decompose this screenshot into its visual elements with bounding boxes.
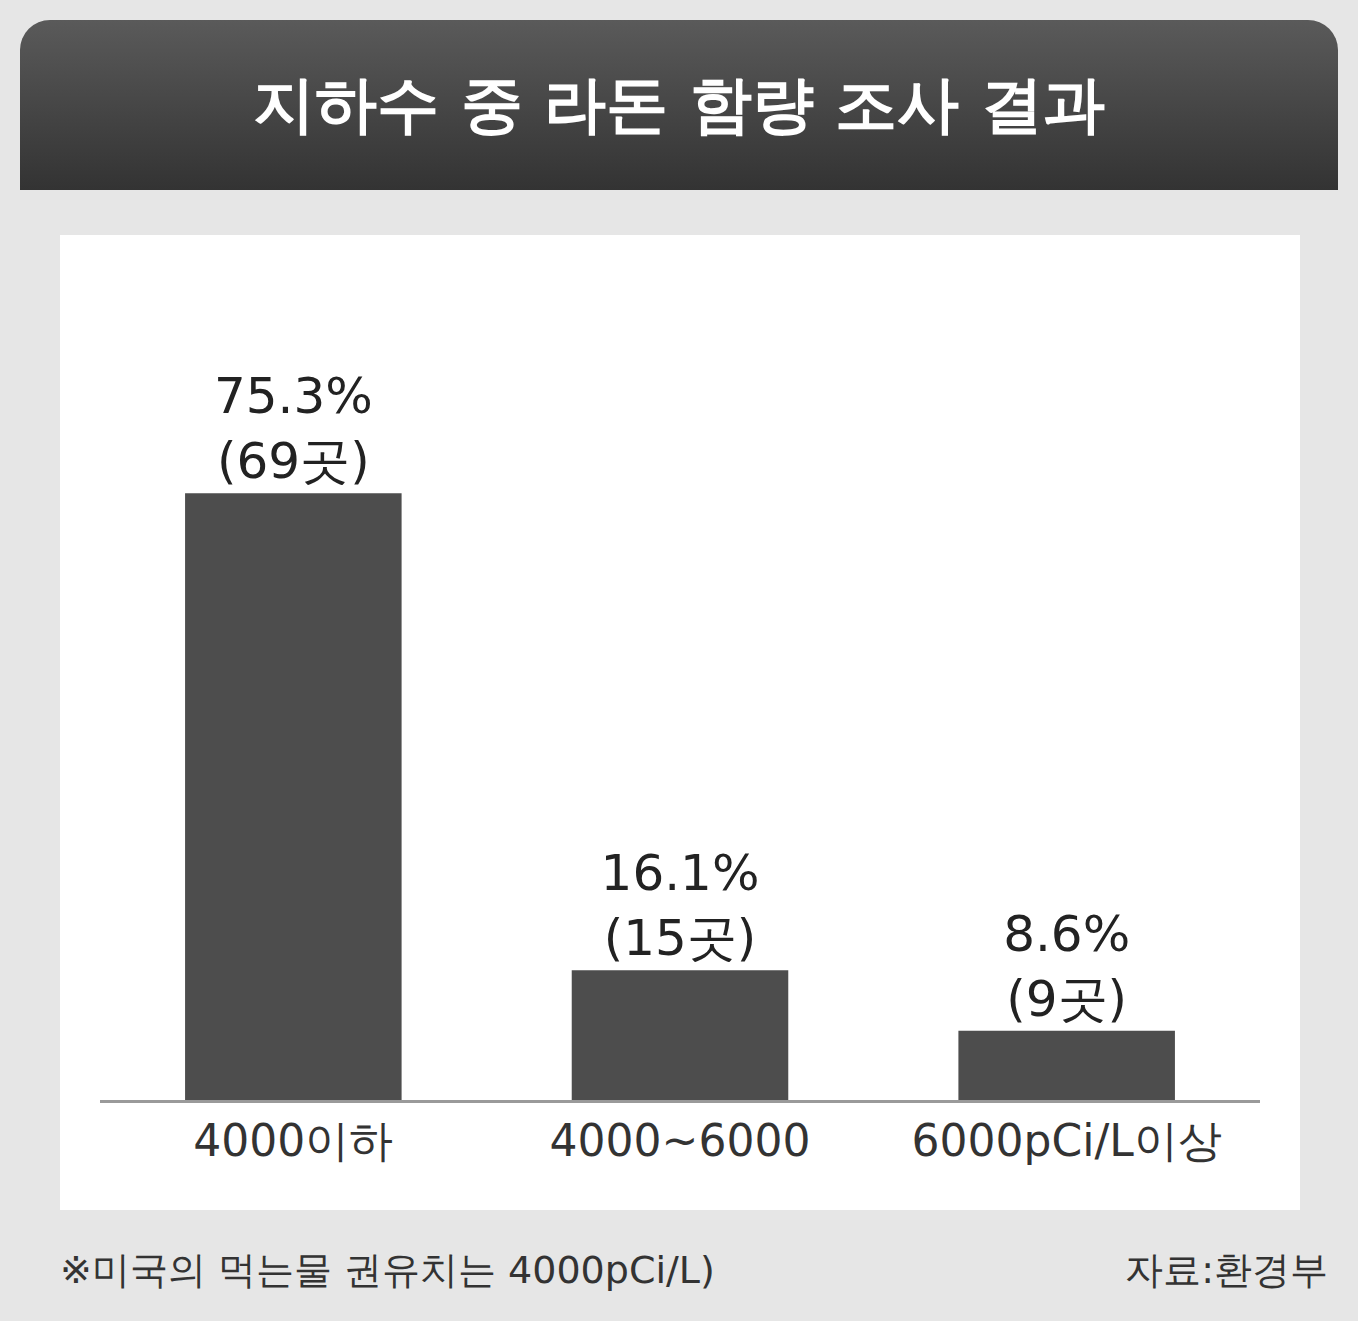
svg-text:4000이하: 4000이하	[193, 1115, 393, 1166]
html-text:자료:환경부: 자료:환경부	[1125, 1248, 1328, 1292]
html-text:※미국의 먹는물 권유치는 4000pCi/L): ※미국의 먹는물 권유치는 4000pCi/L)	[60, 1248, 715, 1292]
svg-text:16.1%(15곳): 16.1%(15곳)	[601, 844, 760, 967]
html-text:지하수 중 라돈 함량 조사 결과: 지하수 중 라돈 함량 조사 결과	[253, 68, 1105, 141]
svg-text:75.3%(69곳): 75.3%(69곳)	[214, 367, 373, 490]
svg-text:6000pCi/L이상: 6000pCi/L이상	[912, 1115, 1222, 1166]
svg-text:4000~6000: 4000~6000	[550, 1115, 811, 1166]
svg-text:8.6%(9곳): 8.6%(9곳)	[1003, 905, 1130, 1028]
